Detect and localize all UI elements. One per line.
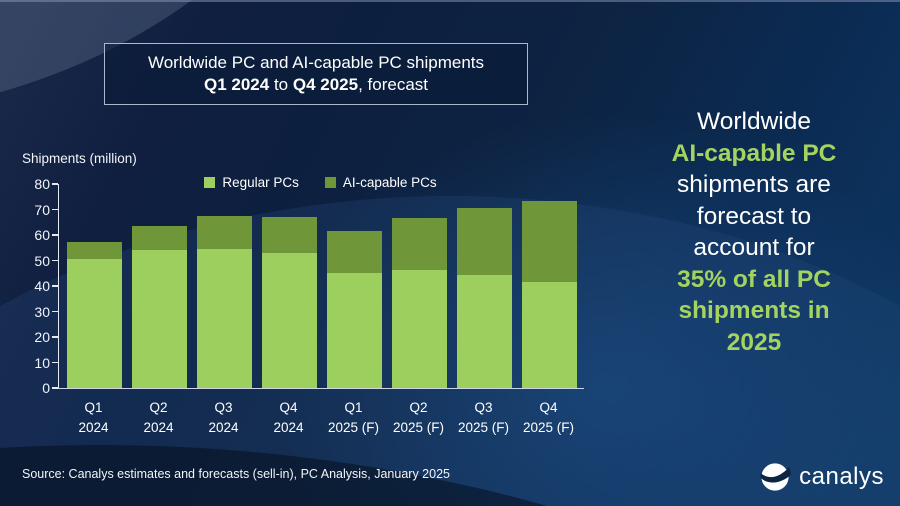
x-axis-label-line: 2024 bbox=[208, 420, 239, 435]
bar-segment-ai-capable bbox=[132, 226, 187, 251]
x-axis-label-line: Q1 bbox=[344, 400, 363, 415]
stacked-bar bbox=[392, 218, 447, 388]
x-axis-label-line: Q1 bbox=[84, 400, 103, 415]
x-axis-category-label: Q2 2024 bbox=[121, 398, 196, 438]
source-note: Source: Canalys estimates and forecasts … bbox=[22, 467, 450, 481]
title-range-start: Q1 2024 bbox=[203, 75, 270, 94]
callout-line: Worldwide bbox=[697, 108, 811, 135]
x-axis-category-label: Q3 2025 (F) bbox=[446, 398, 521, 438]
bar-segment-regular bbox=[262, 252, 317, 388]
x-axis-label-line: 2024 bbox=[273, 420, 304, 435]
x-axis-labels: Q1 2024 Q2 2024 Q3 2024 Q4 2024 Q1 2025 (F) Q2 2025… bbox=[58, 398, 583, 448]
x-axis-label-line: Q3 bbox=[214, 400, 233, 415]
y-axis-tick-label: 50 bbox=[34, 252, 50, 269]
bar-segment-regular bbox=[67, 259, 122, 388]
bar-segment-regular bbox=[457, 275, 512, 388]
stacked-bar bbox=[197, 215, 252, 388]
y-axis-tick-label: 40 bbox=[34, 278, 50, 294]
x-axis-line bbox=[58, 387, 584, 389]
title-range-mid: to bbox=[269, 75, 293, 94]
x-axis-label-line: 2024 bbox=[143, 420, 174, 435]
y-axis-tick bbox=[52, 208, 58, 211]
y-axis-tick bbox=[52, 361, 58, 364]
stacked-bar bbox=[67, 241, 122, 388]
stacked-bar bbox=[522, 200, 577, 388]
x-axis-label-line: 2025 (F) bbox=[392, 420, 445, 435]
bar-segment-ai-capable bbox=[327, 231, 382, 274]
callout-line-highlight: 35% of all PC bbox=[677, 265, 831, 293]
y-axis-title: Shipments (million) bbox=[22, 151, 137, 166]
canalys-logo: canalys bbox=[759, 461, 884, 493]
x-axis-label-line: Q2 bbox=[409, 400, 428, 415]
stacked-bar bbox=[132, 226, 187, 388]
y-axis-tick bbox=[52, 387, 58, 389]
bar-segment-ai-capable bbox=[262, 217, 317, 253]
x-axis-category-label: Q1 2024 bbox=[56, 398, 131, 438]
x-axis-label-line: Q2 bbox=[149, 400, 168, 415]
x-axis-label-line: Q3 bbox=[474, 400, 493, 415]
x-axis-category-label: Q4 2025 (F) bbox=[511, 398, 586, 438]
legend-label: Regular PCs bbox=[222, 175, 299, 190]
bar-segment-ai-capable bbox=[522, 200, 577, 282]
callout-line-highlight: shipments in bbox=[678, 297, 830, 324]
y-axis-tick bbox=[52, 183, 58, 185]
legend-label: AI-capable PCs bbox=[342, 175, 437, 190]
stacked-bar bbox=[327, 231, 382, 388]
canalys-logo-icon bbox=[760, 463, 792, 491]
x-axis-label-line: 2025 (F) bbox=[522, 420, 575, 435]
bar-segment-regular bbox=[327, 273, 382, 388]
bar-segment-ai-capable bbox=[197, 215, 252, 250]
callout-line: shipments are bbox=[677, 171, 831, 198]
bar-segment-regular bbox=[522, 281, 577, 388]
x-axis-label-line: Q4 bbox=[539, 400, 558, 415]
side-callout-text: Worldwide AI-capable PC shipments are forec… bbox=[618, 106, 890, 358]
y-axis-tick bbox=[52, 234, 58, 236]
y-axis-tick bbox=[52, 336, 58, 338]
callout-line: forecast to bbox=[696, 202, 812, 230]
y-axis-tick bbox=[52, 310, 58, 313]
plot-area: 0 10 20 30 40 50 60 70 80 bbox=[34, 176, 584, 396]
y-axis-tick-label: 20 bbox=[34, 329, 50, 345]
chart-title-line1: Worldwide PC and AI-capable PC shipments bbox=[147, 53, 485, 72]
canalys-logo-text: canalys bbox=[799, 463, 884, 490]
stacked-bar bbox=[457, 208, 512, 388]
legend-swatch-icon bbox=[324, 177, 336, 188]
y-axis-tick-label: 10 bbox=[34, 354, 50, 371]
y-axis-tick-label: 60 bbox=[34, 227, 50, 243]
chart-title-line2: Q1 2024 to Q4 2025, forecast bbox=[105, 74, 527, 96]
x-axis-label-line: 2024 bbox=[78, 420, 109, 435]
y-axis-tick-label: 70 bbox=[34, 201, 50, 218]
y-axis-tick-label: 30 bbox=[34, 303, 50, 320]
callout-line-highlight: 2025 bbox=[726, 328, 782, 356]
chart-legend: Regular PCs AI-capable PCs bbox=[58, 175, 583, 190]
x-axis-label-line: 2025 (F) bbox=[327, 420, 380, 435]
bar-segment-ai-capable bbox=[392, 218, 447, 271]
y-axis-tick bbox=[52, 285, 58, 287]
bar-segment-regular bbox=[392, 270, 447, 388]
x-axis-category-label: Q2 2025 (F) bbox=[381, 398, 456, 438]
chart-title-box: Worldwide PC and AI-capable PC shipments… bbox=[104, 43, 528, 105]
y-axis-tick-label: 80 bbox=[34, 176, 50, 192]
callout-line-highlight: AI-capable PC bbox=[671, 139, 837, 167]
x-axis-category-label: Q3 2024 bbox=[186, 398, 261, 438]
title-forecast-note: , forecast bbox=[358, 75, 428, 94]
title-range-end: Q4 2025 bbox=[292, 75, 359, 94]
bar-segment-regular bbox=[197, 249, 252, 388]
x-axis-label-line: 2025 (F) bbox=[457, 420, 510, 435]
bar-segment-ai-capable bbox=[457, 208, 512, 276]
y-axis-tick-label: 0 bbox=[42, 380, 50, 396]
legend-item: Regular PCs bbox=[204, 175, 299, 190]
stacked-bar bbox=[262, 217, 317, 388]
x-axis-category-label: Q1 2025 (F) bbox=[316, 398, 391, 438]
x-axis-label-line: Q4 bbox=[279, 400, 298, 415]
legend-swatch-icon bbox=[204, 177, 216, 188]
y-axis-tick bbox=[52, 259, 58, 262]
callout-line: account for bbox=[693, 234, 815, 261]
bar-segment-ai-capable bbox=[67, 241, 122, 260]
top-edge-highlight bbox=[0, 0, 900, 2]
legend-item: AI-capable PCs bbox=[324, 175, 437, 190]
x-axis-category-label: Q4 2024 bbox=[251, 398, 326, 438]
bar-segment-regular bbox=[132, 250, 187, 388]
